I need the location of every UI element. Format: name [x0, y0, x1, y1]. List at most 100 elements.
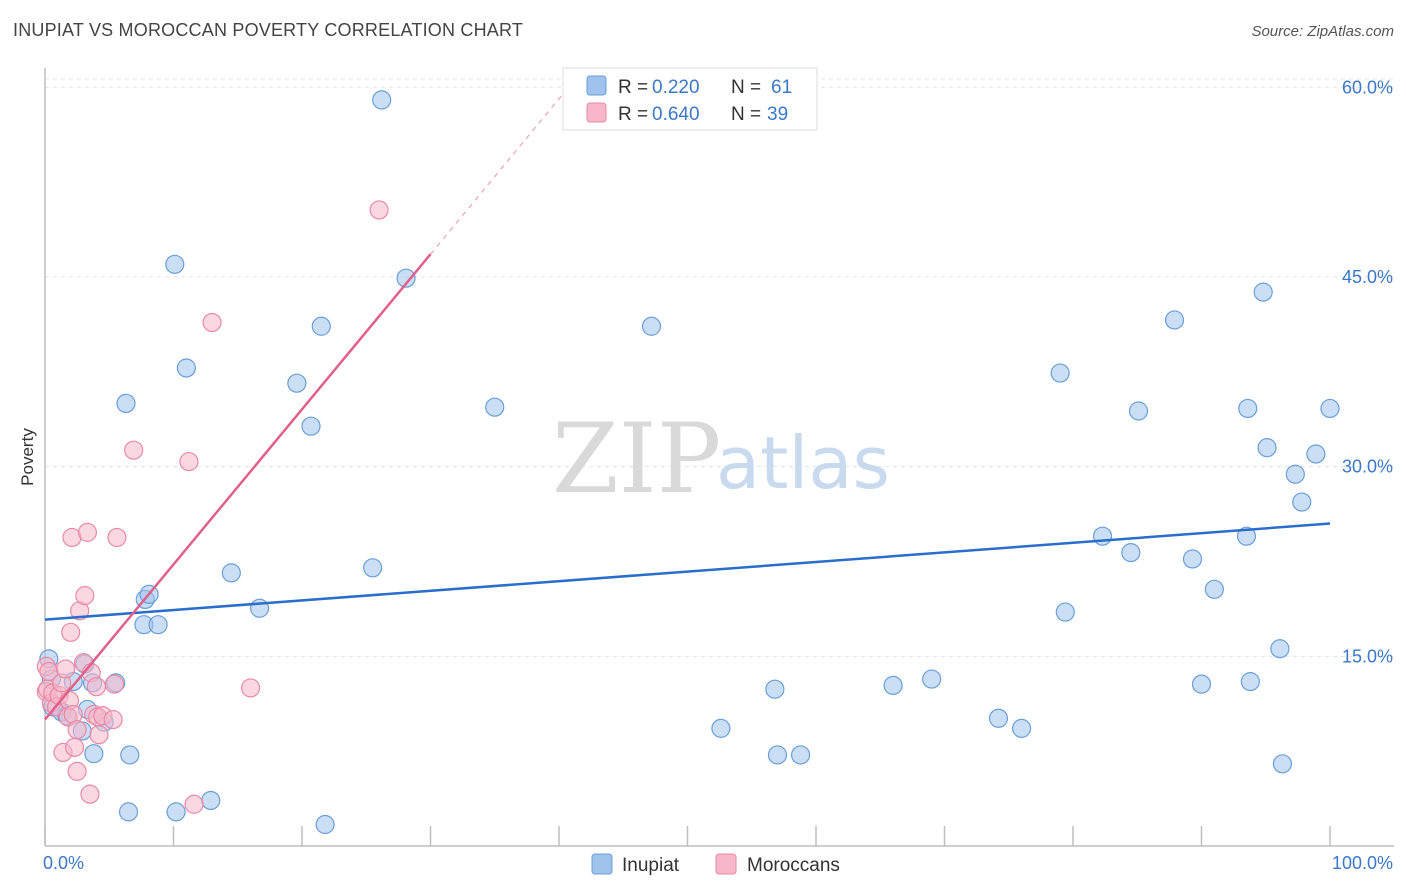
x-tick-label-max: 100.0% — [1332, 853, 1393, 873]
legend-r-value-inupiat: 0.220 — [652, 77, 700, 98]
y-axis-label: Poverty — [18, 428, 37, 486]
y-tick-label: 60.0% — [1342, 77, 1393, 97]
bottom-legend-swatch-moroccans — [715, 853, 737, 875]
inupiat-point — [1320, 398, 1340, 419]
inupiat-point — [1236, 526, 1257, 546]
moroccans-point — [179, 451, 199, 472]
moroccans-point — [107, 527, 127, 548]
inupiat-point — [166, 802, 186, 822]
inupiat-point — [1240, 672, 1260, 692]
inupiat-point — [1253, 282, 1273, 302]
inupiat-point — [165, 254, 185, 274]
moroccans-point — [202, 312, 222, 333]
inupiat-point — [84, 744, 104, 764]
inupiat-point — [922, 669, 942, 689]
inupiat-point — [1128, 401, 1149, 421]
inupiat-point — [116, 393, 136, 414]
y-axis-tick-labels: 15.0% 30.0% 45.0% 60.0% — [1342, 77, 1393, 666]
legend-n-label-inupiat: N = — [731, 77, 761, 98]
trendlines — [44, 90, 1331, 721]
watermark-zip: ZIP — [552, 403, 721, 515]
bottom-legend-swatch-inupiat — [591, 853, 613, 875]
source-credit: Source: ZipAtlas.com — [1251, 23, 1394, 40]
inupiat-point — [1238, 398, 1258, 419]
inupiat-point — [221, 563, 241, 583]
moroccans-point — [184, 794, 204, 814]
legend-swatch-moroccans — [586, 102, 607, 123]
inupiat-point — [1182, 549, 1203, 569]
inupiat-point — [1121, 543, 1141, 563]
inupiat-point — [1092, 526, 1113, 546]
inupiat-point — [790, 745, 811, 765]
legend-n-value-inupiat: 61 — [771, 77, 792, 98]
inupiat-point — [767, 745, 788, 765]
inupiat-point — [201, 790, 221, 811]
legend-r-label-moroccans: R = — [618, 104, 648, 125]
moroccans-trendline — [44, 253, 432, 721]
legend: R = 0.220 N = 61 R = 0.640 N = 39 — [562, 67, 818, 131]
x-tick-label-min: 0.0% — [43, 853, 84, 873]
inupiat-point — [1055, 602, 1075, 622]
inupiat-point — [883, 675, 903, 696]
inupiat-point — [1306, 444, 1326, 464]
inupiat-point — [287, 373, 307, 393]
inupiat-trendline — [44, 522, 1331, 621]
y-tick-label: 30.0% — [1342, 457, 1393, 477]
inupiat-point — [1257, 438, 1277, 458]
moroccans-point — [86, 677, 107, 697]
moroccans-point — [103, 709, 123, 730]
legend-n-value-moroccans: 39 — [767, 104, 788, 125]
moroccans-point — [104, 674, 124, 694]
legend-r-label-inupiat: R = — [618, 77, 648, 98]
bottom-legend-label-inupiat: Inupiat — [622, 855, 680, 876]
legend-n-label-moroccans: N = — [731, 104, 761, 125]
legend-r-value-moroccans: 0.640 — [652, 104, 700, 125]
inupiat-point — [711, 718, 731, 738]
x-axis-ticks — [44, 826, 1331, 846]
y-tick-label: 15.0% — [1342, 646, 1393, 666]
inupiat-point — [1011, 718, 1032, 738]
moroccans-trendline-extension — [430, 90, 566, 255]
moroccans-point — [124, 440, 144, 460]
moroccans-point — [369, 200, 389, 220]
moroccans-point — [67, 720, 87, 740]
inupiat-point — [1272, 754, 1293, 774]
moroccans-point — [55, 659, 76, 679]
inupiat-point — [1050, 363, 1070, 383]
moroccans-point — [80, 784, 100, 804]
inupiat-point — [765, 679, 785, 699]
inupiat-point — [372, 90, 392, 110]
inupiat-point — [176, 358, 196, 378]
inupiat-point — [148, 615, 168, 635]
inupiat-point — [118, 802, 139, 822]
series-moroccans-points — [36, 200, 389, 814]
inupiat-point — [1191, 674, 1212, 694]
inupiat-point — [485, 397, 505, 417]
inupiat-point — [1270, 639, 1290, 659]
bottom-legend: Inupiat Moroccans — [591, 853, 840, 876]
inupiat-point — [1204, 579, 1224, 599]
legend-swatch-inupiat — [586, 75, 607, 96]
moroccans-point — [64, 737, 85, 757]
bottom-legend-label-moroccans: Moroccans — [747, 855, 840, 876]
inupiat-point — [396, 268, 416, 288]
inupiat-point — [1285, 464, 1305, 484]
inupiat-point — [641, 316, 662, 336]
watermark-atlas: atlas — [716, 421, 890, 505]
chart-title: INUPIAT VS MOROCCAN POVERTY CORRELATION … — [13, 20, 524, 40]
moroccans-point — [89, 725, 109, 745]
inupiat-point — [315, 814, 335, 835]
moroccans-point — [241, 678, 261, 698]
inupiat-point — [311, 316, 331, 336]
moroccans-point — [75, 586, 95, 606]
inupiat-point — [988, 708, 1009, 728]
watermark: ZIP atlas — [552, 403, 890, 515]
moroccans-point — [67, 761, 87, 781]
inupiat-point — [1292, 492, 1312, 512]
y-tick-label: 45.0% — [1342, 267, 1393, 287]
moroccans-point — [61, 622, 81, 642]
inupiat-point — [363, 558, 383, 578]
moroccans-point — [77, 522, 98, 542]
inupiat-point — [301, 416, 321, 436]
